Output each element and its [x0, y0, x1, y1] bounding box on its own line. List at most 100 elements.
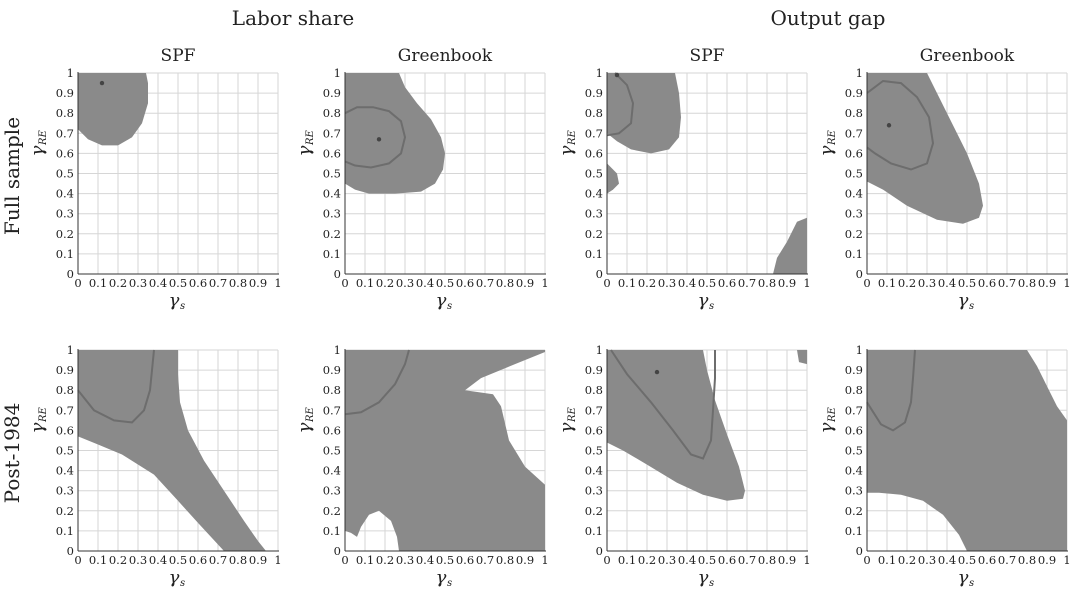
x-tick-label: 1 — [803, 553, 810, 567]
x-tick-label: 0.2 — [109, 553, 127, 567]
x-tick-label: 0.9 — [778, 276, 796, 290]
group-title-labor-share: Labor share — [231, 6, 355, 30]
x-tick-label: 0.8 — [496, 276, 514, 290]
x-tick-label: 0.6 — [456, 276, 474, 290]
x-axis-label-subscript: s — [709, 578, 714, 589]
y-axis-label: γ — [556, 145, 577, 156]
x-tick-label: 1 — [274, 553, 281, 567]
x-axis-label: γ — [436, 290, 447, 311]
confidence-region — [773, 217, 807, 274]
x-tick-label: 0.8 — [1018, 553, 1036, 567]
y-tick-label: 0.6 — [585, 146, 603, 160]
y-tick-label: 0.8 — [845, 106, 863, 120]
y-tick-label: 0.7 — [585, 403, 603, 417]
y-tick-label: 0.6 — [56, 423, 74, 437]
x-tick-label: 0.3 — [396, 553, 414, 567]
y-axis-label-group: γRE — [27, 129, 49, 156]
y-tick-label: 0.5 — [585, 167, 603, 181]
x-axis-label: γ — [958, 290, 969, 311]
y-axis-label-subscript: RE — [305, 406, 316, 423]
y-tick-label: 1 — [334, 343, 341, 357]
x-tick-label: 0.5 — [169, 553, 187, 567]
y-tick-label: 0 — [856, 544, 863, 558]
panel-4: 0 0.1 0.2 0.3 0.4 0.5 0.6 0.7 0.8 0.9 100.10.20.30… — [816, 46, 1071, 312]
x-tick-label: 0.3 — [396, 276, 414, 290]
y-tick-label: 0.8 — [323, 383, 341, 397]
y-axis-label-group: γRE — [294, 129, 316, 156]
x-tick-label: 0.6 — [718, 276, 736, 290]
x-tick-label: 0.1 — [89, 553, 107, 567]
y-axis-label-group: γRE — [27, 406, 49, 433]
y-tick-label: 0.6 — [585, 423, 603, 437]
y-tick-label: 0.5 — [585, 444, 603, 458]
x-tick-label: 0.7 — [209, 553, 227, 567]
x-tick-label: 0.6 — [456, 553, 474, 567]
y-tick-label: 0 — [334, 267, 341, 281]
x-tick-label: 0.2 — [376, 276, 394, 290]
x-tick-label: 0.8 — [1018, 276, 1036, 290]
y-tick-label: 0.2 — [585, 504, 603, 518]
x-tick-label: 0 — [603, 276, 610, 290]
x-axis-label-subscript: s — [447, 301, 452, 312]
y-tick-label: 0.8 — [585, 383, 603, 397]
y-tick-label: 0.7 — [323, 403, 341, 417]
x-tick-label: 0.4 — [938, 276, 956, 290]
point-estimate — [886, 123, 892, 128]
y-tick-label: 0.9 — [585, 363, 603, 377]
x-tick-label: 1 — [541, 553, 548, 567]
y-tick-label: 0.4 — [56, 187, 74, 201]
confidence-region — [78, 73, 148, 146]
y-tick-label: 0.8 — [56, 383, 74, 397]
y-tick-label: 0.8 — [323, 106, 341, 120]
y-tick-label: 1 — [856, 66, 863, 80]
y-tick-label: 0.4 — [845, 464, 863, 478]
y-tick-label: 0.7 — [323, 126, 341, 140]
confidence-region — [797, 350, 807, 365]
x-tick-label: 0.9 — [516, 553, 534, 567]
y-tick-label: 0.2 — [845, 227, 863, 241]
y-tick-label: 0.3 — [585, 207, 603, 221]
x-tick-label: 0.1 — [618, 276, 636, 290]
y-tick-label: 0.4 — [585, 464, 603, 478]
y-tick-label: 0.2 — [56, 504, 74, 518]
y-tick-label: 0.1 — [323, 247, 341, 261]
x-tick-label: 0.1 — [356, 276, 374, 290]
panel-1: 0 0.1 0.2 0.3 0.4 0.5 0.6 0.7 0.8 0.9 100.10.20.30… — [27, 46, 282, 312]
x-tick-label: 0.6 — [189, 276, 207, 290]
x-axis-label-subscript: s — [969, 578, 974, 589]
y-tick-label: 0.1 — [323, 524, 341, 538]
y-axis-label: γ — [294, 422, 315, 433]
x-axis-label-subscript: s — [180, 578, 185, 589]
panel-title: Greenbook — [920, 46, 1015, 66]
x-tick-label: 0.3 — [918, 276, 936, 290]
y-axis-label-subscript: RE — [827, 406, 838, 423]
contour-line — [866, 349, 916, 432]
x-tick-label: 0 — [74, 276, 81, 290]
y-tick-label: 0.4 — [323, 187, 341, 201]
y-tick-label: 0.8 — [845, 383, 863, 397]
x-tick-label: 0.8 — [229, 553, 247, 567]
x-tick-label: 1 — [1063, 276, 1070, 290]
point-estimate — [614, 72, 620, 78]
x-tick-label: 0.1 — [618, 553, 636, 567]
x-axis-label: γ — [436, 567, 447, 588]
y-tick-label: 0.5 — [56, 167, 74, 181]
y-axis-label: γ — [27, 145, 48, 156]
x-tick-label: 0.3 — [129, 553, 147, 567]
y-axis-label-group: γRE — [816, 129, 838, 156]
y-tick-label: 0.9 — [56, 363, 74, 377]
x-tick-label: 1 — [803, 276, 810, 290]
x-tick-label: 0.9 — [249, 276, 267, 290]
x-tick-label: 0.9 — [516, 276, 534, 290]
confidence-region — [345, 73, 445, 194]
y-tick-label: 0.4 — [585, 187, 603, 201]
y-tick-label: 0.7 — [845, 403, 863, 417]
confidence-region — [867, 350, 1067, 551]
x-tick-label: 0 — [74, 553, 81, 567]
y-axis-label: γ — [816, 422, 837, 433]
x-tick-label: 0.2 — [376, 553, 394, 567]
y-tick-label: 0.6 — [845, 146, 863, 160]
x-tick-label: 0.6 — [718, 553, 736, 567]
y-tick-label: 1 — [856, 343, 863, 357]
